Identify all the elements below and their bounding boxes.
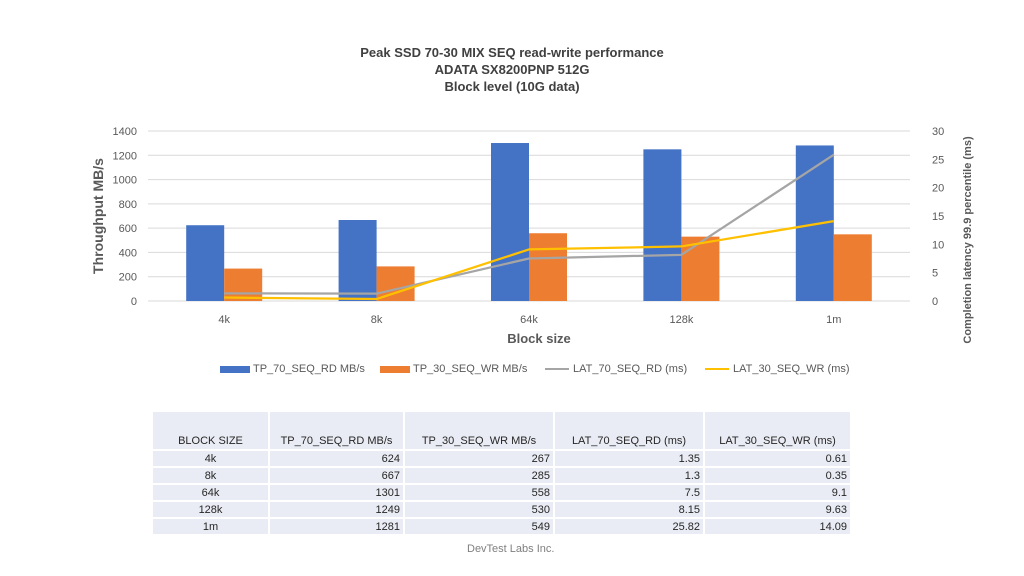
- chart-subtitle-1: ADATA SX8200PNP 512G: [434, 62, 590, 77]
- y-tick-label: 800: [119, 199, 137, 211]
- footer-credit: DevTest Labs Inc.: [467, 543, 555, 555]
- table-cell: 8.15: [554, 501, 705, 519]
- table-header: LAT_30_SEQ_WR (ms): [704, 412, 852, 451]
- table-header: LAT_70_SEQ_RD (ms): [554, 412, 705, 451]
- legend-swatch: [545, 368, 569, 370]
- legend-label: LAT_30_SEQ_WR (ms): [733, 363, 850, 375]
- bar-tp-wr: [376, 266, 415, 301]
- table-cell: 9.63: [704, 501, 852, 519]
- y-tick-label: 1400: [113, 126, 137, 138]
- y2-tick-label: 25: [932, 154, 944, 166]
- y-tick-label: 400: [119, 247, 137, 259]
- table-row: 8k 667 285 1.3 0.35: [153, 467, 852, 485]
- table-cell: 1281: [269, 518, 405, 536]
- line-lat-rd: [224, 153, 835, 295]
- chart-title: Peak SSD 70-30 MIX SEQ read-write perfor…: [360, 45, 664, 60]
- data-table: BLOCK SIZE TP_70_SEQ_RD MB/s TP_30_SEQ_W…: [153, 412, 852, 536]
- table-cell: 25.82: [554, 518, 705, 536]
- table-cell: 0.61: [704, 450, 852, 468]
- y-tick-label: 200: [119, 272, 137, 284]
- table-cell: 267: [404, 450, 555, 468]
- table-cell: 0.35: [704, 467, 852, 485]
- bar-tp-wr: [529, 233, 567, 301]
- legend-swatch: [705, 368, 729, 370]
- table-cell-block-size: 8k: [153, 467, 270, 485]
- table-header-row: BLOCK SIZE TP_70_SEQ_RD MB/s TP_30_SEQ_W…: [153, 412, 852, 451]
- x-tick-label: 128k: [669, 314, 693, 326]
- table-cell: 1301: [269, 484, 405, 502]
- y2-tick-label: 0: [932, 296, 938, 308]
- legend-item-lat-rd: LAT_70_SEQ_RD (ms): [545, 363, 687, 375]
- legend-item-tp-rd: TP_70_SEQ_RD MB/s: [220, 363, 365, 375]
- table-header: BLOCK SIZE: [153, 412, 270, 451]
- legend-item-lat-wr: LAT_30_SEQ_WR (ms): [705, 363, 850, 375]
- x-tick-label: 8k: [371, 314, 383, 326]
- table-row: 128k 1249 530 8.15 9.63: [153, 501, 852, 519]
- table-cell: 7.5: [554, 484, 705, 502]
- table-cell: 558: [404, 484, 555, 502]
- y2-tick-label: 10: [932, 239, 944, 251]
- bar-tp-wr: [833, 234, 872, 301]
- y-tick-label: 1200: [113, 150, 137, 162]
- table-cell-block-size: 4k: [153, 450, 270, 468]
- table-cell: 285: [404, 467, 555, 485]
- table-cell-block-size: 128k: [153, 501, 270, 519]
- y-tick-label: 600: [119, 223, 137, 235]
- table-cell: 1249: [269, 501, 405, 519]
- y2-axis-label: Completion latency 99.9 percentile (ms): [962, 136, 974, 344]
- table-header: TP_70_SEQ_RD MB/s: [269, 412, 405, 451]
- table-cell: 1.3: [554, 467, 705, 485]
- table-header: TP_30_SEQ_WR MB/s: [404, 412, 555, 451]
- bar-tp-rd: [338, 220, 377, 301]
- table-cell: 14.09: [704, 518, 852, 536]
- table-row: 4k 624 267 1.35 0.61: [153, 450, 852, 468]
- table-cell-block-size: 1m: [153, 518, 270, 536]
- y2-tick-label: 5: [932, 268, 938, 280]
- table-cell-block-size: 64k: [153, 484, 270, 502]
- y-tick-label: 1000: [113, 175, 137, 187]
- bar-tp-wr: [681, 236, 720, 301]
- x-tick-label: 64k: [520, 314, 538, 326]
- table-cell: 1.35: [554, 450, 705, 468]
- x-tick-label: 1m: [826, 314, 841, 326]
- legend-label: TP_30_SEQ_WR MB/s: [413, 363, 528, 375]
- table-cell: 549: [404, 518, 555, 536]
- x-axis-label: Block size: [507, 331, 571, 346]
- legend-swatch: [380, 365, 410, 373]
- chart-plot: 0 200 400 600 800 1000 1200 1400 0 5 10 15 20 25 30 4k 8…: [90, 126, 974, 346]
- legend-swatch: [220, 365, 250, 373]
- y-tick-label: 0: [131, 296, 137, 308]
- table-cell: 9.1: [704, 484, 852, 502]
- bar-tp-rd: [491, 143, 529, 301]
- bar-tp-wr: [224, 268, 263, 301]
- bar-tp-rd: [643, 149, 682, 301]
- legend-item-tp-wr: TP_30_SEQ_WR MB/s: [380, 363, 527, 375]
- chart-legend: TP_70_SEQ_RD MB/s TP_30_SEQ_WR MB/s LAT_…: [0, 363, 1024, 379]
- table-cell: 624: [269, 450, 405, 468]
- y-axis-label: Throughput MB/s: [90, 158, 106, 274]
- y2-tick-label: 30: [932, 126, 944, 138]
- y2-tick-label: 20: [932, 183, 944, 195]
- x-tick-label: 4k: [218, 314, 230, 326]
- table-row: 1m 1281 549 25.82 14.09: [153, 518, 852, 536]
- legend-label: LAT_70_SEQ_RD (ms): [573, 363, 688, 375]
- table-cell: 530: [404, 501, 555, 519]
- line-lat-wr: [224, 220, 834, 301]
- chart-subtitle-2: Block level (10G data): [444, 79, 580, 94]
- y2-tick-label: 15: [932, 211, 944, 223]
- bar-tp-rd: [186, 225, 225, 301]
- legend-label: TP_70_SEQ_RD MB/s: [253, 363, 365, 375]
- table-row: 64k 1301 558 7.5 9.1: [153, 484, 852, 502]
- table-cell: 667: [269, 467, 405, 485]
